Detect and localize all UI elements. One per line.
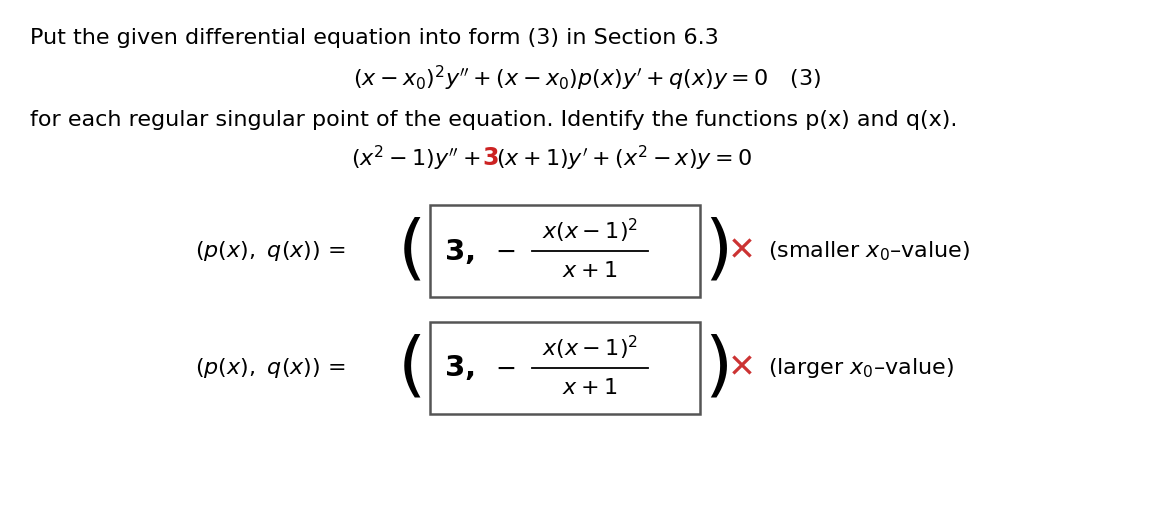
Text: ): )	[704, 217, 733, 286]
Text: $\mathbf{3,}$: $\mathbf{3,}$	[444, 237, 474, 266]
Text: $x + 1$: $x + 1$	[562, 378, 618, 398]
Text: $\mathbf{3,}$: $\mathbf{3,}$	[444, 353, 474, 382]
Text: $(x - x_0)^2y'' + (x - x_0)p(x)y' + q(x)y = 0$$\quad$(3): $(x - x_0)^2y'' + (x - x_0)p(x)y' + q(x)…	[353, 64, 821, 93]
FancyBboxPatch shape	[430, 205, 700, 297]
Text: $(p(x),\ q(x))$ =: $(p(x),\ q(x))$ =	[195, 239, 348, 263]
Text: $(x^2 - 1)y'' + $: $(x^2 - 1)y'' + $	[351, 144, 480, 173]
Text: ): )	[704, 333, 733, 402]
Text: ✕: ✕	[728, 351, 756, 385]
Text: 3: 3	[483, 146, 499, 170]
Text: (smaller $x_0$–value): (smaller $x_0$–value)	[768, 239, 970, 263]
Text: (: (	[398, 217, 426, 286]
Text: $-$: $-$	[495, 239, 515, 263]
Text: for each regular singular point of the equation. Identify the functions p(x) and: for each regular singular point of the e…	[31, 110, 957, 130]
Text: $-$: $-$	[495, 356, 515, 380]
Text: $x + 1$: $x + 1$	[562, 261, 618, 281]
Text: $x(x-1)^2$: $x(x-1)^2$	[542, 217, 639, 245]
Text: (larger $x_0$–value): (larger $x_0$–value)	[768, 356, 954, 380]
Text: $x(x-1)^2$: $x(x-1)^2$	[542, 334, 639, 362]
Text: (: (	[398, 333, 426, 402]
FancyBboxPatch shape	[430, 322, 700, 414]
Text: $(p(x),\ q(x))$ =: $(p(x),\ q(x))$ =	[195, 356, 348, 380]
Text: ✕: ✕	[728, 235, 756, 268]
Text: Put the given differential equation into form (3) in Section 6.3: Put the given differential equation into…	[31, 28, 718, 48]
Text: $(x + 1)y' + (x^2 - x)y = 0$: $(x + 1)y' + (x^2 - x)y = 0$	[495, 144, 753, 173]
